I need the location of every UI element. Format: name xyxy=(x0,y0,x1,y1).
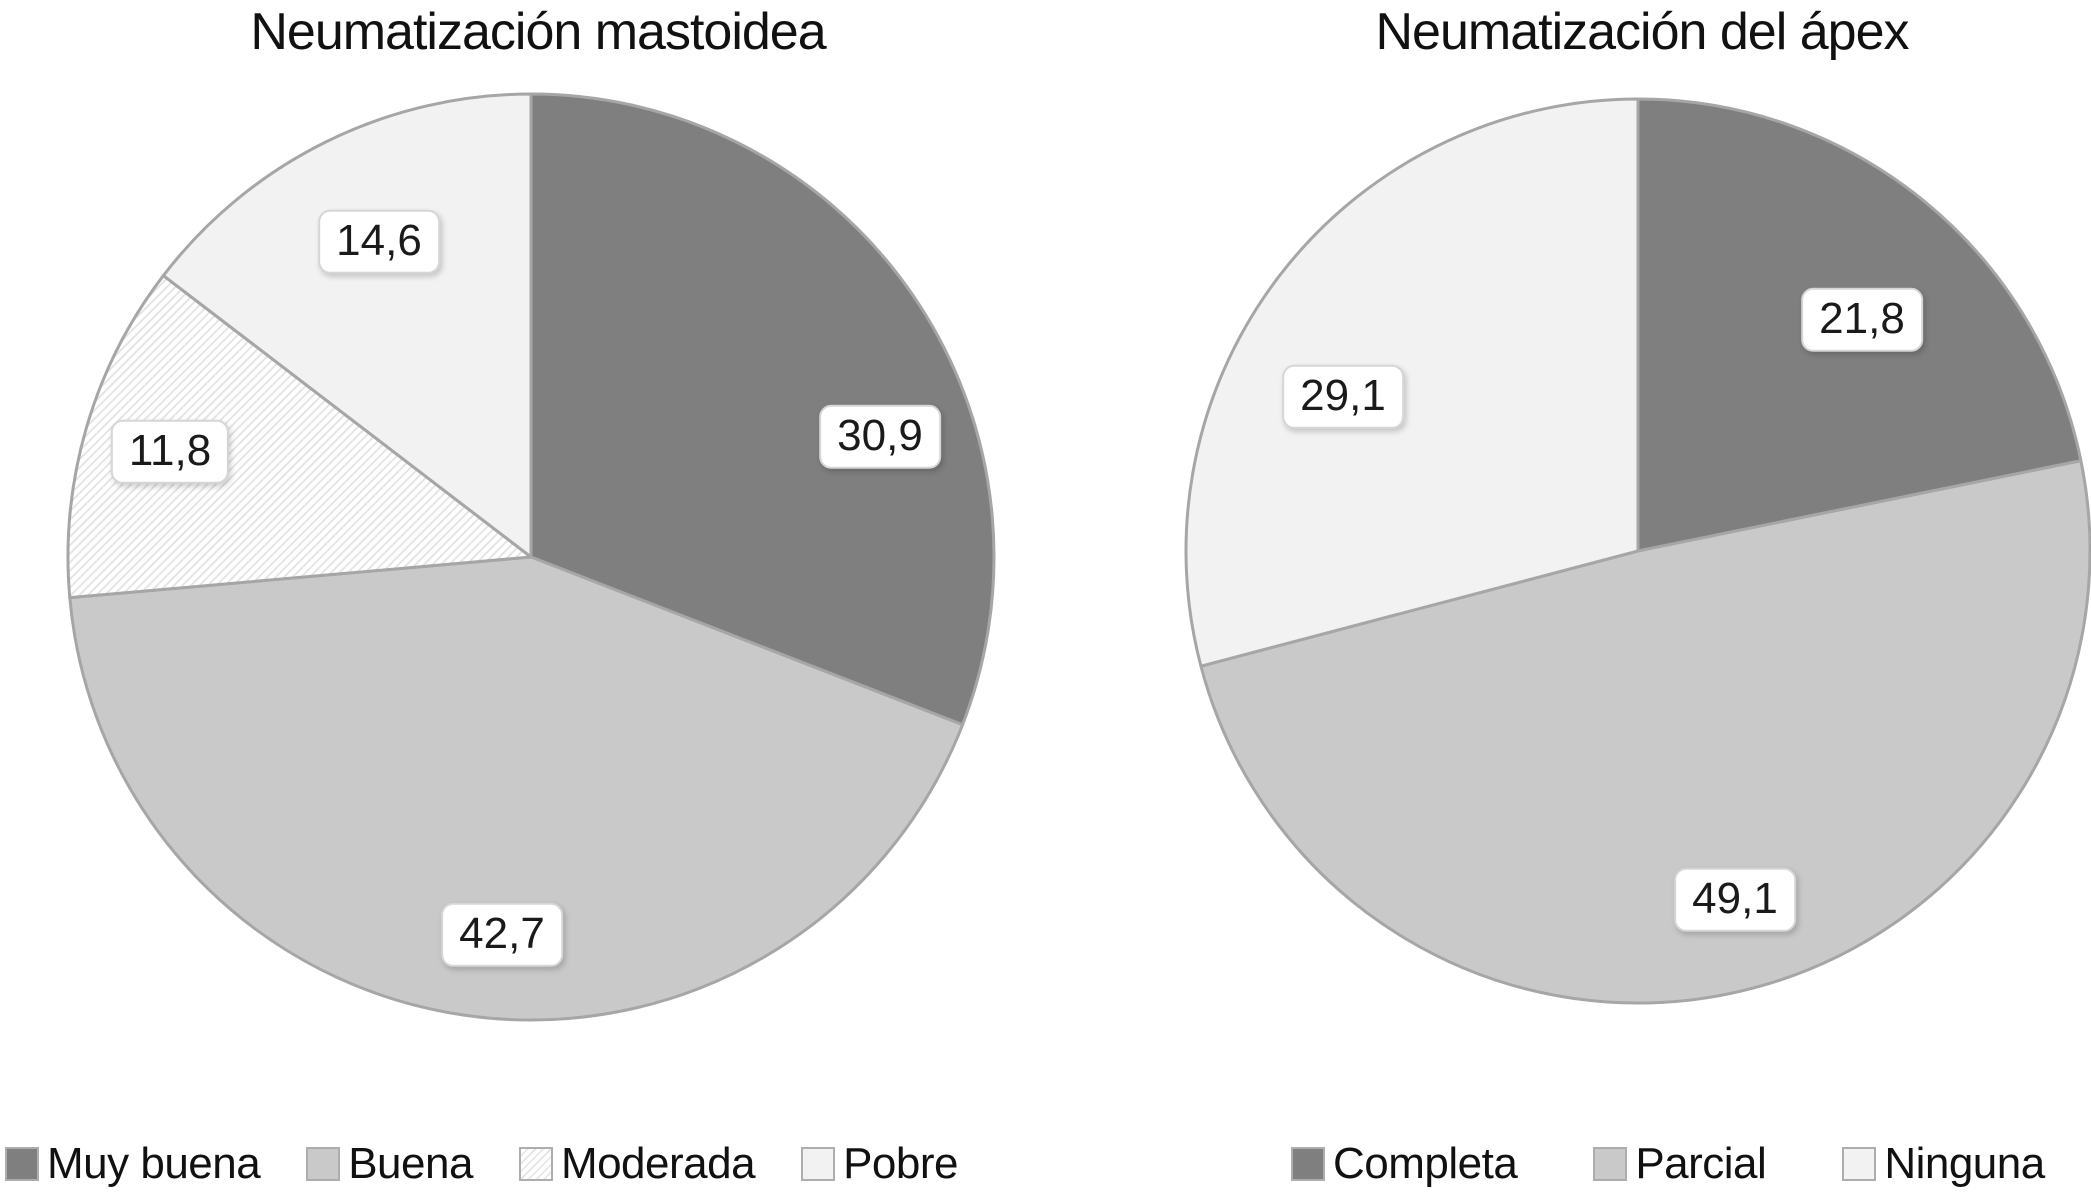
legend-swatch xyxy=(5,1147,39,1181)
legend-label: Completa xyxy=(1333,1139,1518,1188)
pie-slice xyxy=(1199,459,2091,1005)
legend-item: Parcial xyxy=(1593,1139,1767,1189)
pie-slice xyxy=(1184,97,1640,668)
data-label: 11,8 xyxy=(110,419,230,485)
legend-label: Muy buena xyxy=(47,1139,261,1188)
legend-item: Ninguna xyxy=(1842,1139,2045,1189)
legend-item: Muy buena xyxy=(5,1139,261,1189)
chart-title-apex: Neumatización del ápex xyxy=(1375,3,1910,61)
legend-item: Buena xyxy=(306,1139,473,1189)
chart-title-mastoidea: Neumatización mastoidea xyxy=(250,3,826,61)
legend-mastoidea: Muy buena Buena Moderada Pobre xyxy=(5,1134,958,1194)
data-label: 29,1 xyxy=(1282,364,1404,430)
legend-item: Moderada xyxy=(518,1139,756,1189)
legend-item: Pobre xyxy=(801,1139,958,1189)
legend-label: Moderada xyxy=(560,1139,756,1188)
legend-swatch xyxy=(1842,1147,1877,1181)
data-label: 42,7 xyxy=(441,902,563,968)
pie-slice xyxy=(161,92,533,559)
data-label: 14,6 xyxy=(318,209,440,275)
legend-swatch xyxy=(518,1147,553,1181)
legend-swatch xyxy=(1593,1147,1628,1181)
pie-slice xyxy=(68,555,965,1022)
data-label: 49,1 xyxy=(1674,867,1796,933)
legend-apex: Completa Parcial Ninguna xyxy=(1291,1134,2045,1194)
legend-item: Completa xyxy=(1291,1139,1518,1189)
pie-0 xyxy=(66,92,996,1022)
legend-label: Ninguna xyxy=(1884,1139,2045,1188)
pie-slice xyxy=(66,274,533,600)
legend-swatch xyxy=(306,1147,341,1181)
pie-1 xyxy=(1184,97,2091,1005)
legend-label: Buena xyxy=(348,1139,473,1188)
legend-label: Pobre xyxy=(843,1139,958,1188)
legend-swatch xyxy=(801,1147,836,1181)
legend-swatch xyxy=(1291,1147,1325,1181)
pie-slice xyxy=(529,92,996,727)
legend-label: Parcial xyxy=(1635,1139,1767,1188)
data-label: 30,9 xyxy=(819,404,941,470)
data-label: 21,8 xyxy=(1801,287,1923,353)
